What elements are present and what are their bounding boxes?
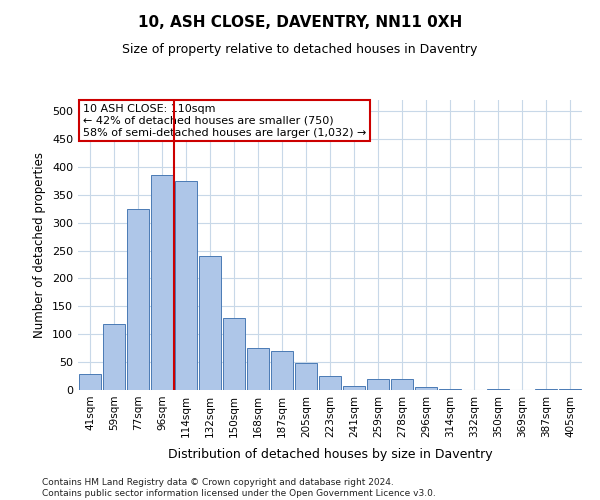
Bar [247, 348, 269, 390]
Bar [367, 379, 389, 390]
Y-axis label: Number of detached properties: Number of detached properties [34, 152, 46, 338]
Text: 10, ASH CLOSE, DAVENTRY, NN11 0XH: 10, ASH CLOSE, DAVENTRY, NN11 0XH [138, 15, 462, 30]
Bar [391, 379, 413, 390]
Bar [559, 389, 581, 390]
Bar [127, 209, 149, 390]
Text: 10 ASH CLOSE: 110sqm
← 42% of detached houses are smaller (750)
58% of semi-deta: 10 ASH CLOSE: 110sqm ← 42% of detached h… [83, 104, 367, 138]
Bar [271, 351, 293, 390]
Text: Size of property relative to detached houses in Daventry: Size of property relative to detached ho… [122, 42, 478, 56]
Bar [79, 374, 101, 390]
Bar [175, 181, 197, 390]
Bar [487, 389, 509, 390]
Text: Contains HM Land Registry data © Crown copyright and database right 2024.
Contai: Contains HM Land Registry data © Crown c… [42, 478, 436, 498]
Bar [223, 318, 245, 390]
Bar [439, 389, 461, 390]
Bar [199, 256, 221, 390]
Bar [535, 389, 557, 390]
Bar [415, 387, 437, 390]
Bar [343, 386, 365, 390]
Bar [151, 176, 173, 390]
X-axis label: Distribution of detached houses by size in Daventry: Distribution of detached houses by size … [167, 448, 493, 461]
Bar [103, 324, 125, 390]
Bar [295, 363, 317, 390]
Bar [319, 376, 341, 390]
